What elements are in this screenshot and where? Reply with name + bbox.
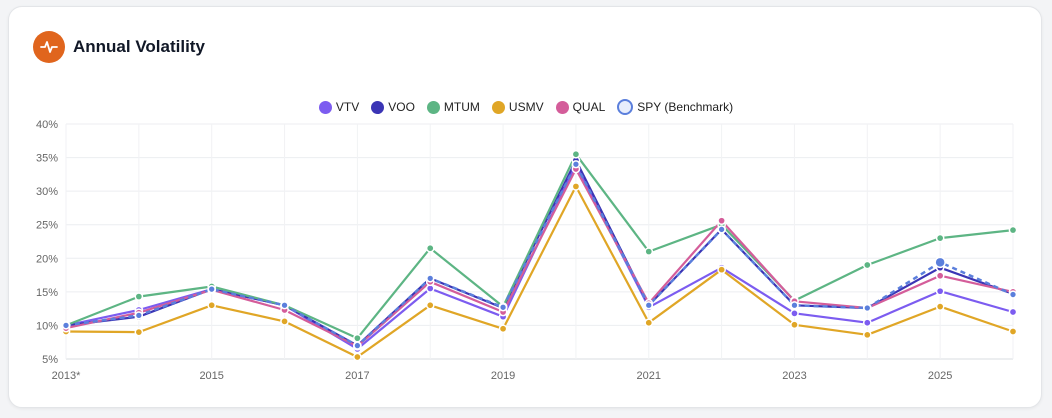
data-point[interactable] (353, 341, 362, 350)
data-point[interactable] (280, 301, 289, 310)
legend-swatch (555, 100, 569, 114)
data-point[interactable] (353, 352, 362, 362)
series-line-spy-benchmark- (65, 163, 1014, 347)
volatility-card: Annual Volatility VTV VOO MTUM USMV QUAL SPY … (8, 6, 1042, 408)
legend-label: MTUM (443, 100, 480, 114)
y-tick-label: 5% (42, 354, 58, 366)
x-tick-label: 2019 (491, 370, 515, 382)
x-tick-label: 2017 (345, 370, 369, 382)
data-point[interactable] (862, 318, 872, 328)
legend-item[interactable]: VTV (318, 100, 360, 114)
data-point[interactable] (571, 182, 581, 191)
data-point[interactable] (644, 247, 654, 256)
data-point[interactable] (935, 271, 945, 281)
data-point[interactable] (1008, 225, 1018, 235)
card-title: Annual Volatility (73, 37, 205, 56)
data-point[interactable] (571, 149, 581, 159)
data-point[interactable] (717, 216, 726, 226)
series-line-qual (65, 167, 1014, 348)
y-tick-label: 25% (36, 220, 58, 232)
data-point[interactable] (790, 301, 799, 310)
data-point[interactable] (498, 303, 508, 312)
data-point[interactable] (134, 292, 144, 301)
data-point[interactable] (935, 233, 945, 243)
legend-swatch (371, 100, 385, 114)
data-point[interactable] (498, 324, 508, 334)
data-point[interactable] (862, 260, 872, 270)
data-point[interactable] (1008, 290, 1018, 299)
data-point[interactable] (207, 285, 216, 294)
data-point[interactable] (207, 300, 217, 310)
data-point[interactable] (935, 302, 945, 311)
y-tick-label: 15% (36, 287, 58, 299)
data-point[interactable] (280, 317, 289, 326)
data-point[interactable] (717, 225, 726, 234)
data-point[interactable] (425, 300, 435, 310)
data-point[interactable] (61, 321, 71, 330)
y-tick-label: 20% (36, 253, 58, 265)
data-point[interactable] (934, 256, 946, 269)
data-point[interactable] (1008, 307, 1018, 317)
legend-swatch (318, 100, 332, 114)
legend-swatch (491, 100, 505, 114)
legend-item[interactable]: VOO (371, 100, 415, 114)
x-tick-label: 2021 (637, 370, 661, 382)
data-point[interactable] (935, 286, 945, 296)
data-point[interactable] (717, 265, 726, 275)
data-point[interactable] (790, 308, 799, 318)
legend-item[interactable]: QUAL (555, 100, 606, 114)
series-line-usmv (65, 185, 1014, 359)
chart-legend: VTV VOO MTUM USMV QUAL SPY (Benchmark) (9, 99, 1043, 115)
legend-item[interactable]: MTUM (426, 100, 480, 114)
data-point[interactable] (353, 333, 362, 343)
data-point[interactable] (425, 243, 435, 253)
y-tick-label: 10% (36, 320, 58, 332)
y-tick-label: 40% (36, 119, 58, 131)
legend-item[interactable]: SPY (Benchmark) (617, 99, 733, 115)
data-point[interactable] (571, 160, 581, 169)
data-point[interactable] (644, 318, 654, 328)
x-tick-label: 2025 (928, 370, 952, 382)
y-tick-label: 30% (36, 186, 58, 198)
data-point[interactable] (134, 327, 144, 337)
legend-label: SPY (Benchmark) (637, 100, 734, 114)
data-point[interactable] (644, 301, 653, 310)
legend-item[interactable]: USMV (491, 100, 544, 114)
legend-swatch (617, 99, 634, 115)
legend-label: VTV (335, 100, 360, 114)
activity-pulse-icon (33, 31, 65, 63)
data-point[interactable] (426, 274, 435, 283)
x-tick-label: 2023 (782, 370, 806, 382)
y-tick-label: 35% (36, 153, 58, 165)
legend-label: QUAL (572, 100, 606, 114)
legend-label: VOO (388, 100, 415, 114)
series-line-voo (65, 159, 1014, 347)
series-line-mtum (65, 153, 1014, 340)
legend-swatch (426, 100, 440, 114)
x-tick-label: 2013* (52, 370, 81, 382)
data-point[interactable] (862, 330, 872, 340)
data-point[interactable] (790, 320, 799, 330)
card-header: Annual Volatility (33, 31, 205, 63)
legend-label: USMV (508, 100, 544, 114)
data-point[interactable] (1008, 327, 1018, 336)
x-tick-label: 2015 (199, 370, 223, 382)
data-point[interactable] (134, 311, 143, 320)
data-point[interactable] (863, 303, 872, 313)
